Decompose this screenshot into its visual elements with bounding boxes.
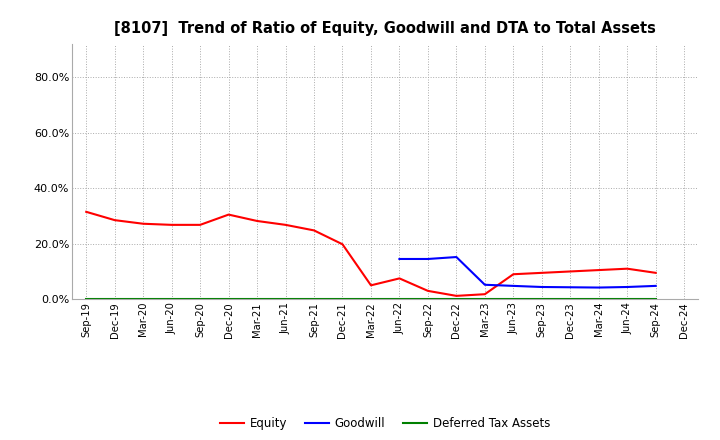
Equity [366,282,375,288]
Deferred Tax Assets [423,296,432,301]
Deferred Tax Assets [110,296,119,301]
Deferred Tax Assets [566,296,575,301]
Deferred Tax Assets [282,296,290,301]
Equity [282,222,290,227]
Equity [167,222,176,227]
Equity [338,242,347,247]
Deferred Tax Assets [167,296,176,301]
Equity [652,270,660,275]
Deferred Tax Assets [623,296,631,301]
Deferred Tax Assets [253,296,261,301]
Deferred Tax Assets [225,296,233,301]
Goodwill [509,283,518,289]
Deferred Tax Assets [82,296,91,301]
Equity [225,212,233,217]
Deferred Tax Assets [509,296,518,301]
Goodwill [452,254,461,260]
Deferred Tax Assets [139,296,148,301]
Equity [452,293,461,298]
Line: Equity: Equity [86,212,656,296]
Goodwill [537,284,546,290]
Equity [566,269,575,274]
Legend: Equity, Goodwill, Deferred Tax Assets: Equity, Goodwill, Deferred Tax Assets [216,412,554,435]
Deferred Tax Assets [452,296,461,301]
Deferred Tax Assets [338,296,347,301]
Goodwill [423,257,432,262]
Deferred Tax Assets [652,296,660,301]
Deferred Tax Assets [595,296,603,301]
Equity [623,266,631,271]
Goodwill [566,285,575,290]
Deferred Tax Assets [310,296,318,301]
Equity [395,276,404,281]
Equity [196,222,204,227]
Deferred Tax Assets [196,296,204,301]
Goodwill [595,285,603,290]
Equity [509,271,518,277]
Equity [595,268,603,273]
Deferred Tax Assets [395,296,404,301]
Equity [537,270,546,275]
Equity [82,209,91,214]
Deferred Tax Assets [537,296,546,301]
Equity [139,221,148,227]
Equity [110,217,119,223]
Equity [480,292,489,297]
Equity [423,288,432,293]
Deferred Tax Assets [366,296,375,301]
Goodwill [623,284,631,290]
Title: [8107]  Trend of Ratio of Equity, Goodwill and DTA to Total Assets: [8107] Trend of Ratio of Equity, Goodwil… [114,21,656,36]
Equity [310,228,318,233]
Goodwill [395,257,404,262]
Line: Goodwill: Goodwill [400,257,656,288]
Equity [253,218,261,224]
Goodwill [652,283,660,289]
Goodwill [480,282,489,287]
Deferred Tax Assets [480,296,489,301]
